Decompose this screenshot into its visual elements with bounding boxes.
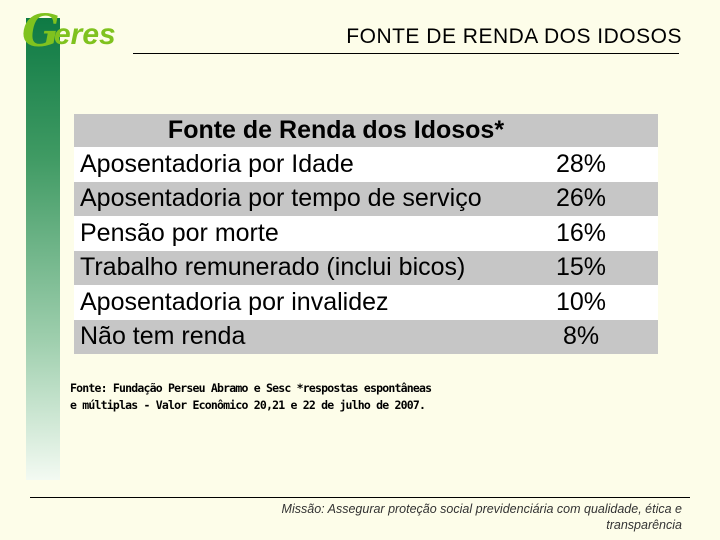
row-label: Trabalho remunerado (inclui bicos): [80, 253, 466, 282]
row-label: Aposentadoria por Idade: [80, 149, 354, 178]
source-line-2: e múltiplas - Valor Econômico 20,21 e 22…: [70, 398, 426, 412]
source-note: Fonte: Fundação Perseu Abramo e Sesc *re…: [70, 380, 540, 414]
table-row: Trabalho remunerado (inclui bicos) 15%: [74, 250, 658, 285]
logo-mark: G: [22, 6, 60, 57]
source-line-1: Fonte: Fundação Perseu Abramo e Sesc *re…: [70, 381, 432, 395]
income-table: Fonte de Renda dos Idosos* Aposentadoria…: [74, 114, 658, 354]
row-label: Aposentadoria por tempo de serviço: [80, 184, 482, 213]
table-title: Fonte de Renda dos Idosos*: [74, 114, 658, 147]
table-row: Aposentadoria por Idade 28%: [74, 147, 658, 182]
footer-divider: [30, 497, 690, 498]
table-row: Aposentadoria por tempo de serviço 26%: [74, 181, 658, 216]
table-row: Não tem renda 8%: [74, 319, 658, 354]
mission-line-2: transparência: [606, 518, 682, 532]
row-label: Aposentadoria por invalidez: [80, 287, 389, 316]
row-value: 16%: [556, 218, 607, 247]
row-value: 10%: [556, 287, 607, 316]
table-row: Aposentadoria por invalidez 10%: [74, 285, 658, 320]
row-label: Não tem renda: [80, 322, 246, 351]
logo-text: eres: [54, 18, 116, 51]
table-row: Pensão por morte 16%: [74, 216, 658, 251]
row-value: 15%: [556, 253, 607, 282]
row-value: 28%: [556, 149, 607, 178]
green-sidebar-bar: [26, 18, 60, 480]
row-value: 26%: [556, 184, 607, 213]
mission-statement: Missão: Assegurar proteção social previd…: [202, 501, 682, 533]
page-title: FONTE DE RENDA DOS IDOSOS: [346, 25, 682, 48]
header-divider: [133, 53, 679, 54]
row-label: Pensão por morte: [80, 218, 279, 247]
geres-logo: G eres: [22, 10, 142, 56]
row-value: 8%: [556, 322, 600, 351]
mission-line-1: Missão: Assegurar proteção social previd…: [281, 502, 682, 516]
